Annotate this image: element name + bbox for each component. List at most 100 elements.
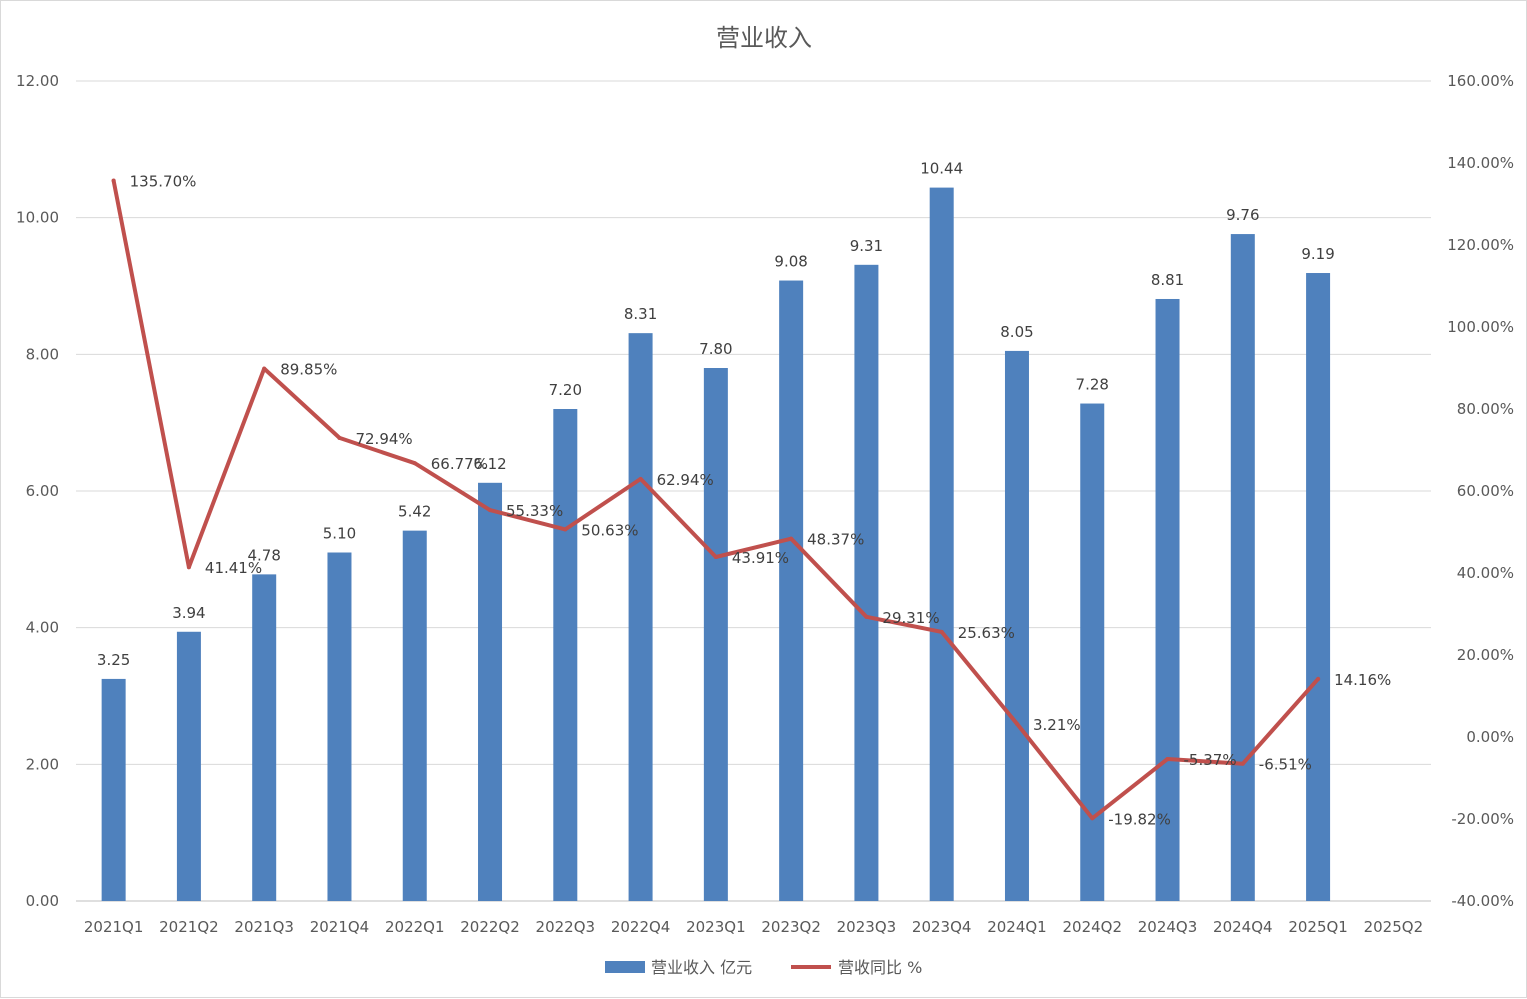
x-tick-label: 2024Q2 — [1062, 918, 1122, 936]
x-tick-label: 2023Q3 — [837, 918, 897, 936]
y-axis-left: 0.00 2.00 4.00 6.00 8.00 10.00 12.00 — [16, 72, 59, 910]
legend-label-yoy[interactable]: 营收同比 % — [838, 958, 922, 977]
y-right-tick-label: -40.00% — [1451, 892, 1514, 910]
line-data-label: 135.70% — [130, 173, 197, 191]
y-right-tick-label: 80.00% — [1457, 400, 1514, 418]
y-left-tick-label: 12.00 — [16, 72, 59, 90]
x-tick-label: 2024Q3 — [1138, 918, 1198, 936]
bar — [402, 530, 427, 901]
bar — [1230, 234, 1255, 902]
x-tick-label: 2024Q4 — [1213, 918, 1273, 936]
legend[interactable]: 营业收入 亿元 营收同比 % — [605, 958, 922, 977]
y-right-tick-label: 160.00% — [1447, 72, 1514, 90]
y-left-tick-label: 4.00 — [26, 619, 59, 637]
bar-data-label: 7.28 — [1076, 376, 1109, 394]
bar-data-label: 6.12 — [473, 455, 506, 473]
y-right-tick-label: 20.00% — [1457, 646, 1514, 664]
line-point — [864, 614, 869, 619]
bar-data-labels: 3.25 3.94 4.78 5.10 5.42 6.12 7.20 8.31 7.80 9.08… — [97, 160, 1335, 669]
line-data-label: 14.16% — [1334, 671, 1391, 689]
legend-swatch-revenue[interactable] — [605, 961, 645, 973]
bar — [553, 409, 578, 901]
y-right-tick-label: 40.00% — [1457, 564, 1514, 582]
y-left-tick-label: 8.00 — [26, 345, 59, 363]
bar — [252, 574, 277, 901]
x-tick-label: 2021Q1 — [84, 918, 144, 936]
line-data-label: 41.41% — [205, 559, 262, 577]
bar-data-label: 8.81 — [1151, 271, 1184, 289]
bar — [929, 187, 954, 902]
y-right-tick-label: 120.00% — [1447, 236, 1514, 254]
bar-data-label: 9.08 — [774, 253, 807, 271]
bar-data-label: 9.76 — [1226, 206, 1259, 224]
line-data-label: 55.33% — [506, 502, 563, 520]
bar-data-label: 9.31 — [850, 237, 883, 255]
y-axis-right: -40.00% -20.00% 0.00% 20.00% 40.00% 60.00% 80.… — [1447, 72, 1514, 910]
bar — [1155, 298, 1180, 901]
line-point — [337, 435, 342, 440]
bar-data-label: 5.10 — [323, 525, 356, 543]
gridlines — [76, 80, 1431, 902]
y-left-tick-label: 6.00 — [26, 482, 59, 500]
y-right-tick-label: 0.00% — [1466, 728, 1514, 746]
bar — [1004, 350, 1029, 902]
bar — [1080, 403, 1105, 901]
x-tick-label: 2022Q1 — [385, 918, 445, 936]
x-tick-label: 2025Q2 — [1364, 918, 1424, 936]
bar-data-label: 9.19 — [1301, 245, 1334, 263]
line-point — [262, 366, 267, 371]
line-data-label: 50.63% — [581, 521, 638, 539]
line-point — [111, 178, 116, 183]
line-data-label: 89.85% — [280, 361, 337, 379]
y-right-tick-label: 60.00% — [1457, 482, 1514, 500]
line-data-label: 48.37% — [807, 531, 864, 549]
x-tick-label: 2021Q4 — [310, 918, 370, 936]
line-point — [412, 461, 417, 466]
bar — [478, 482, 503, 901]
y-left-tick-label: 10.00 — [16, 209, 59, 227]
x-tick-label: 2021Q2 — [159, 918, 219, 936]
bar-data-label: 3.25 — [97, 651, 130, 669]
bar-data-label: 10.44 — [920, 160, 963, 178]
bar — [327, 552, 352, 901]
bar — [101, 678, 126, 901]
x-axis: 2021Q1 2021Q2 2021Q3 2021Q4 2022Q1 2022Q2 2022… — [84, 918, 1423, 936]
line-data-labels: 135.70% 41.41% 89.85% 72.94% 66.77% 55.33% 50.… — [130, 173, 1392, 829]
line-data-label: 43.91% — [732, 549, 789, 567]
x-tick-label: 2023Q4 — [912, 918, 972, 936]
bar-data-label: 4.78 — [247, 546, 280, 564]
y-right-tick-label: -20.00% — [1451, 810, 1514, 828]
line-data-label: -19.82% — [1108, 810, 1171, 828]
x-tick-label: 2022Q2 — [460, 918, 520, 936]
line-point — [939, 629, 944, 634]
bar — [779, 280, 804, 901]
x-tick-label: 2023Q1 — [686, 918, 746, 936]
bar-series — [101, 187, 1331, 902]
x-tick-label: 2023Q2 — [761, 918, 821, 936]
line-point — [1090, 816, 1095, 821]
line-data-label: 29.31% — [882, 609, 939, 627]
x-tick-label: 2024Q1 — [987, 918, 1047, 936]
bar-data-label: 8.05 — [1000, 323, 1033, 341]
bar — [1306, 273, 1331, 901]
line-point — [713, 554, 718, 559]
legend-label-revenue[interactable]: 营业收入 亿元 — [651, 958, 752, 977]
line-data-label: 72.94% — [355, 430, 412, 448]
x-tick-label: 2021Q3 — [234, 918, 294, 936]
line-point — [789, 536, 794, 541]
bar — [176, 631, 201, 901]
y-right-tick-label: 100.00% — [1447, 318, 1514, 336]
line-series — [111, 178, 1321, 821]
line-data-label: 3.21% — [1033, 716, 1081, 734]
y-left-tick-label: 0.00 — [26, 892, 59, 910]
bar-data-label: 5.42 — [398, 503, 431, 521]
line-point — [638, 476, 643, 481]
line-data-label: -5.37% — [1184, 751, 1237, 769]
line-point — [488, 508, 493, 513]
bar — [703, 368, 728, 901]
line-point — [1240, 761, 1245, 766]
line-point — [1014, 721, 1019, 726]
bar-data-label: 7.20 — [549, 381, 582, 399]
